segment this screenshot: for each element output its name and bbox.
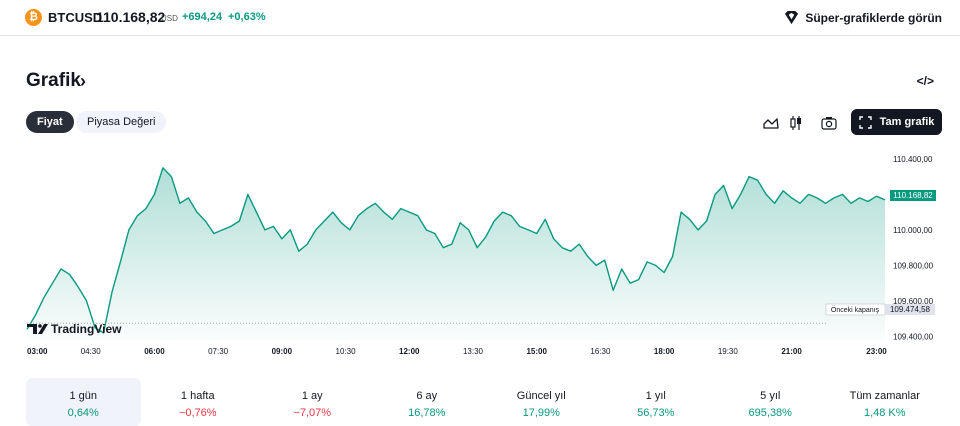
period-label: 5 yıl: [760, 390, 781, 402]
x-tick-label: 18:00: [654, 347, 675, 356]
period-label: Güncel yıl: [516, 390, 566, 402]
candle-chart-button[interactable]: [785, 112, 807, 134]
last-price: 110.168,82: [96, 9, 166, 25]
x-tick-label: 04:30: [81, 347, 102, 356]
full-chart-button[interactable]: Tam grafik: [851, 109, 942, 135]
x-tick-label: 06:00: [144, 347, 165, 356]
period-6-months[interactable]: 6 ay 16,78%: [370, 378, 485, 426]
y-tick-label: 109.600,00: [893, 297, 934, 306]
period-value: 17,99%: [522, 407, 560, 419]
period-value: −0,76%: [178, 407, 217, 419]
period-all-time[interactable]: Tüm zamanlar 1,48 K%: [828, 378, 943, 426]
super-charts-icon: [785, 10, 799, 25]
period-1-week[interactable]: 1 hafta −0,76%: [141, 378, 256, 426]
x-tick-label: 15:00: [526, 347, 547, 356]
symbol-name[interactable]: BTCUSD: [48, 10, 103, 25]
period-label: 6 ay: [416, 390, 438, 402]
price-line[interactable]: [26, 167, 886, 334]
chevron-right-icon[interactable]: ›: [80, 71, 86, 91]
full-chart-label: Tam grafik: [879, 116, 935, 128]
bitcoin-icon: ₿: [25, 9, 42, 26]
snapshot-button[interactable]: [818, 112, 840, 134]
chart-section-title[interactable]: Grafik: [26, 70, 81, 91]
tradingview-logo: TradingView: [27, 322, 122, 336]
area-chart-button[interactable]: [760, 112, 782, 134]
price-area-fill: [27, 167, 885, 340]
symbol-header: ₿ BTCUSD 110.168,82 USD +694,24 +0,63% S…: [0, 0, 960, 36]
period-value: 16,78%: [408, 407, 446, 419]
x-tick-label: 03:00: [27, 347, 48, 356]
period-label: 1 yıl: [645, 390, 666, 402]
period-value: 1,48 K%: [863, 407, 906, 419]
embed-code-icon[interactable]: </>: [916, 74, 934, 88]
candlestick-icon: [790, 116, 801, 130]
tab-market-cap[interactable]: Piyasa Değeri: [76, 111, 167, 133]
period-value: 0,64%: [67, 407, 99, 419]
period-value: 695,38%: [748, 407, 792, 419]
previous-close-text: Önceki kapanış: [831, 306, 880, 314]
super-charts-label: Süper-grafiklerde görün: [805, 10, 942, 25]
x-tick-label: 13:30: [463, 347, 484, 356]
x-tick-label: 07:30: [208, 347, 229, 356]
current-price-marker: 110.168,82: [890, 190, 936, 201]
y-tick-label: 109.400,00: [893, 332, 934, 341]
price-unit: USD: [161, 14, 178, 23]
price-chart[interactable]: 110.400,00110.200,00110.000,00109.800,00…: [0, 145, 960, 360]
price-change-percent: +0,63%: [228, 11, 266, 23]
x-tick-label: 12:00: [399, 347, 420, 356]
period-year-to-date[interactable]: Güncel yıl 17,99%: [484, 378, 599, 426]
period-label: 1 ay: [301, 390, 323, 402]
x-tick-label: 10:30: [336, 347, 357, 356]
period-label: 1 gün: [69, 390, 98, 402]
previous-close-value: 109.474,58: [890, 305, 931, 314]
price-change: +694,24: [182, 11, 223, 23]
tradingview-wordmark: TradingView: [51, 322, 122, 336]
tab-price[interactable]: Fiyat: [26, 111, 74, 133]
y-tick-label: 109.800,00: [893, 261, 934, 270]
performance-periods: 1 gün 0,64% 1 hafta −0,76% 1 ay −7,07% 6…: [26, 378, 942, 426]
period-value: −7,07%: [293, 407, 332, 419]
period-1-month[interactable]: 1 ay −7,07%: [255, 378, 370, 426]
x-tick-label: 19:30: [718, 347, 739, 356]
y-tick-label: 110.000,00: [893, 226, 933, 235]
period-1-day[interactable]: 1 gün 0,64%: [26, 378, 141, 426]
x-tick-label: 09:00: [272, 347, 293, 356]
y-tick-label: 110.400,00: [893, 155, 933, 164]
super-charts-link[interactable]: Süper-grafiklerde görün: [784, 10, 942, 25]
x-tick-label: 23:00: [866, 347, 887, 356]
period-1-year[interactable]: 1 yıl 56,73%: [599, 378, 714, 426]
camera-icon: [821, 117, 837, 130]
period-label: Tüm zamanlar: [849, 390, 920, 402]
previous-close-marker: Önceki kapanış 109.474,58: [825, 303, 935, 316]
area-chart-icon: [763, 118, 779, 129]
fullscreen-icon: [858, 115, 872, 129]
x-tick-label: 16:30: [590, 347, 611, 356]
period-5-years[interactable]: 5 yıl 695,38%: [713, 378, 828, 426]
period-label: 1 hafta: [180, 390, 215, 402]
period-value: 56,73%: [637, 407, 675, 419]
x-tick-label: 21:00: [781, 347, 802, 356]
current-price-value: 110.168,82: [893, 191, 933, 200]
